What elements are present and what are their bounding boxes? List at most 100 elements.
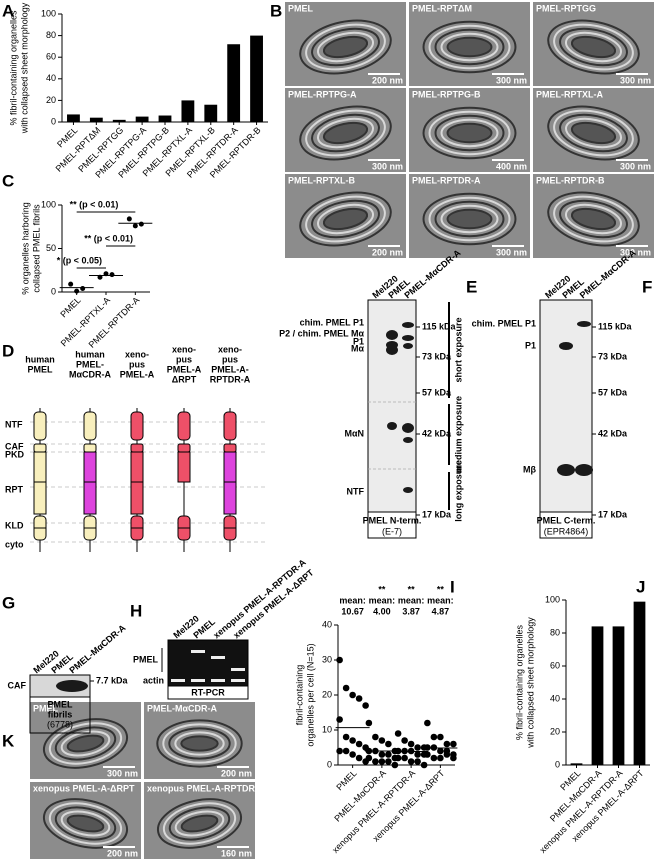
organelle-membrane [168, 727, 231, 760]
band [402, 322, 414, 328]
organelle-membrane [60, 810, 111, 837]
y-axis-label: fibril-containing [294, 665, 304, 726]
domain-pkd [223, 451, 237, 483]
data-point [414, 758, 421, 765]
organelle-membrane [299, 105, 392, 161]
significance-label: ** (p < 0.01) [84, 233, 133, 243]
y-tick-label: 20 [322, 689, 332, 699]
y-axis-label: collapsed PMEL fibrils [31, 204, 41, 293]
mean-title: mean: [339, 595, 366, 605]
data-point [336, 656, 343, 664]
band [559, 342, 573, 350]
organelle-membrane [180, 814, 219, 833]
gel-band [171, 679, 185, 682]
bar [112, 119, 126, 122]
bar [204, 104, 218, 122]
bar [612, 626, 625, 765]
data-point [342, 747, 350, 755]
organelle-membrane [553, 23, 634, 71]
data-point [407, 740, 415, 748]
exposure-label: short exposure [453, 317, 463, 382]
organelle-membrane [299, 191, 392, 247]
band [402, 335, 414, 341]
y-tick-label: 80 [46, 30, 56, 40]
organelle-membrane [322, 121, 369, 145]
data-point [365, 754, 373, 762]
micrograph-label: PMEL-RPTDR-B [536, 175, 605, 185]
marker-label: 17 kDa [422, 509, 452, 519]
band-label: P1 [525, 340, 536, 350]
y-tick-label: 60 [46, 52, 56, 62]
organelle-membrane [422, 20, 517, 74]
organelle-membrane [559, 27, 628, 67]
significance-label: ** [408, 584, 416, 594]
scale-label: 300 nm [620, 247, 651, 257]
domain-caf [177, 443, 191, 453]
panel-letter: D [2, 341, 14, 360]
mean-title: mean: [427, 595, 454, 605]
organelle-membrane [316, 203, 375, 235]
panel-letter: F [642, 277, 652, 296]
data-point [414, 744, 421, 751]
data-point [109, 272, 115, 278]
gel-band [191, 650, 205, 653]
bar [135, 116, 149, 122]
organelle-membrane [299, 19, 392, 75]
organelle-membrane [174, 810, 225, 837]
data-point [355, 754, 363, 762]
gel-band [211, 656, 225, 659]
band-label: actin [143, 675, 164, 685]
domain-pkd [130, 451, 144, 483]
band [386, 345, 398, 355]
bar [250, 35, 263, 122]
y-tick-label: 0 [51, 116, 56, 126]
construct-label: human [25, 354, 55, 364]
y-tick-label: 100 [41, 8, 56, 18]
data-point [349, 751, 356, 758]
data-point [407, 758, 415, 765]
organelle-membrane [553, 109, 634, 157]
band [557, 464, 575, 476]
data-point [394, 730, 402, 737]
exposure-label: medium exposure [453, 396, 463, 473]
micrograph-label: PMEL [33, 703, 59, 713]
organelle-membrane [446, 36, 493, 58]
mean-label: 3.87 [402, 606, 420, 616]
organelle-membrane [446, 122, 493, 144]
panel-letter: J [636, 577, 645, 596]
micrograph-label: PMEL-RPTDR-A [412, 175, 481, 185]
gel-caption: RT-PCR [191, 687, 225, 697]
y-axis-label: % fibril-containing organelles [8, 10, 18, 126]
scale-label: 300 nm [620, 75, 651, 85]
construct-label: pus [222, 354, 238, 364]
domain-ntf [83, 411, 97, 441]
gel-band [211, 679, 225, 682]
data-point [378, 737, 386, 744]
domain-label: NTF [5, 419, 23, 429]
organelle-membrane [434, 28, 505, 66]
band-label: NTF [347, 486, 365, 496]
y-tick-label: 60 [550, 660, 560, 670]
significance-label: ** [378, 584, 386, 594]
y-tick-label: 40 [322, 619, 332, 629]
band [403, 343, 413, 349]
organelle-membrane [428, 196, 511, 242]
panel-letter: C [2, 171, 14, 190]
domain-rpt [130, 481, 144, 515]
domain-label: KLD [5, 520, 24, 530]
mean-title: mean: [369, 595, 396, 605]
lane-label: xenopus PMEL-A-ΔRPT [231, 567, 316, 640]
organelle-membrane [547, 105, 640, 161]
marker-label: 115 kDa [598, 321, 633, 331]
domain-label: cyto [5, 539, 24, 549]
scale-label: 400 nm [496, 161, 527, 171]
data-point [349, 737, 356, 744]
blot-caption: PMEL C-term. [537, 515, 596, 525]
scale-label: 200 nm [372, 75, 403, 85]
organelle-membrane [311, 113, 380, 153]
band [575, 464, 593, 476]
construct-label: PMEL- [76, 359, 104, 369]
band-label: PMEL [133, 654, 159, 664]
domain-caf [223, 443, 237, 453]
y-tick-label: 40 [550, 693, 560, 703]
